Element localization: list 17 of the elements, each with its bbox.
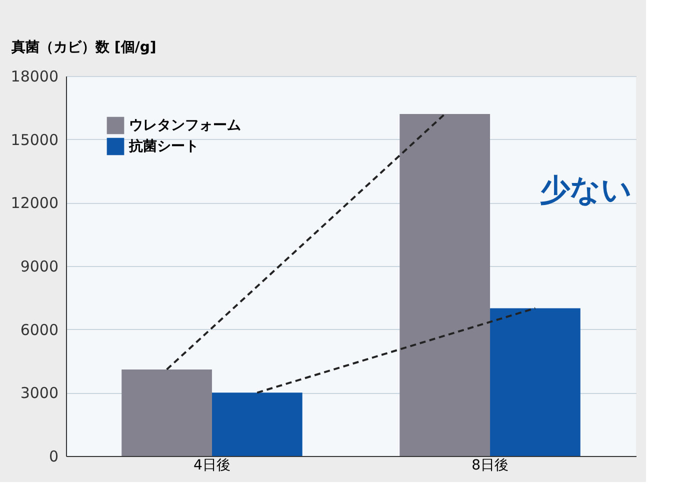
legend-label: ウレタンフォーム xyxy=(129,118,241,134)
x-tick-label: 4日後 xyxy=(194,458,230,474)
y-tick-label: 9000 xyxy=(20,258,58,276)
y-tick-label: 12000 xyxy=(10,194,58,212)
bar xyxy=(122,369,212,456)
legend-label: 抗菌シート xyxy=(128,138,199,154)
y-axis-title: 真菌（カビ）数 [個/g] xyxy=(10,40,156,56)
bar xyxy=(490,308,580,456)
y-tick-label: 15000 xyxy=(10,130,58,149)
y-tick-label: 3000 xyxy=(20,384,58,402)
y-tick-label: 0 xyxy=(48,448,58,466)
y-tick-label: 6000 xyxy=(20,320,58,339)
y-tick-label: 18000 xyxy=(10,68,58,86)
bar xyxy=(400,114,490,456)
annotation: 少ない xyxy=(540,173,632,208)
bar xyxy=(212,392,302,456)
x-tick-label: 8日後 xyxy=(472,458,508,474)
